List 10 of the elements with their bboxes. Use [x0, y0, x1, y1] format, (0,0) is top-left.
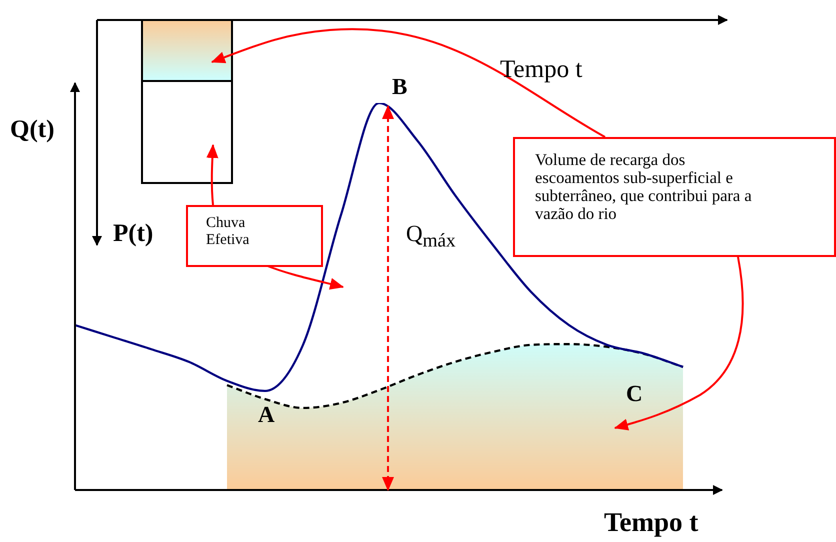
- callout-box: Volume de recarga dos escoamentos sub-superficial e subterrâneo, que contribui para a vazão do rio: [513, 137, 836, 257]
- text: Tempo t: [500, 56, 582, 84]
- y-axis-title: Q(t): [10, 116, 54, 144]
- annotation: A: [258, 402, 275, 428]
- x-axis-title: Tempo t: [604, 507, 698, 538]
- annotation: Q$_{máx}$: [406, 221, 456, 252]
- text: B: [392, 74, 408, 100]
- annotation: P(t): [113, 220, 154, 248]
- callout-box: Chuva Efetiva: [186, 205, 323, 267]
- annotation: C: [626, 381, 643, 406]
